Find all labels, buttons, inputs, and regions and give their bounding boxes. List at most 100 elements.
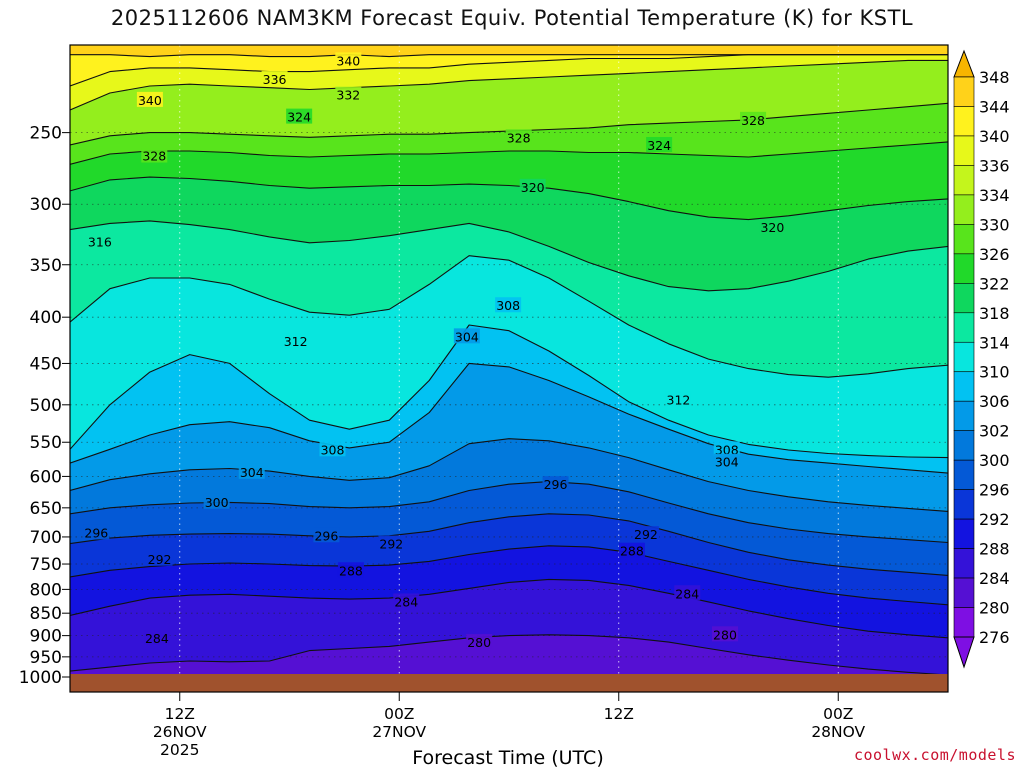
contour-label-bg (713, 441, 740, 457)
contour-label: 292 (378, 535, 405, 552)
contour-label: 308 (713, 441, 740, 457)
contour-label-text: 296 (544, 477, 568, 492)
contour-label-text: 296 (314, 528, 338, 543)
contour-label-text: 308 (321, 442, 345, 457)
contour-label-text: 292 (634, 527, 658, 542)
contour-label-text: 292 (379, 537, 403, 552)
contour-label-bg (143, 629, 170, 645)
contour-label-bg (453, 328, 480, 344)
y-tick-label: 750 (30, 555, 62, 575)
colorbar-label: 280 (979, 599, 1010, 618)
contour-label-bg (505, 129, 532, 145)
colorbar: 348 344 340 336 334 330 326 322 318 314 310 306 302 3… (953, 49, 1010, 669)
x-axis-label: Forecast Time (UTC) (412, 747, 603, 768)
contour-label-text: 336 (263, 72, 287, 87)
colorbar-box (953, 312, 975, 343)
contour-label-bg (393, 593, 420, 609)
contour-label-text: 328 (507, 130, 531, 145)
field-band-280 (70, 634, 948, 677)
contour-label: 304 (453, 328, 480, 344)
colorbar-label: 344 (979, 97, 1010, 116)
contour-label: 328 (505, 129, 532, 145)
contour-label-text: 288 (620, 544, 644, 559)
colorbar-box (953, 194, 975, 225)
contour-label: 280 (711, 626, 738, 642)
contour-label: 340 (136, 91, 163, 108)
contour-label: 296 (313, 527, 340, 543)
colorbar-box (953, 76, 975, 107)
colorbar-label: 334 (979, 186, 1010, 205)
contour-label: 328 (141, 147, 168, 164)
contour-label-text: 296 (84, 525, 108, 540)
contour-label: 320 (519, 178, 546, 195)
colorbar-box (953, 489, 975, 520)
contour-label-bg (495, 297, 522, 313)
x-tick-label: 2025 (160, 741, 199, 759)
chart-title: 2025112606 NAM3KM Forecast Equiv. Potent… (110, 6, 914, 30)
contour-label-bg (378, 535, 405, 551)
colorbar-box (953, 459, 975, 490)
contour-line-292 (70, 513, 948, 576)
x-tick-label: 27NOV (372, 723, 426, 741)
colorbar-box (953, 165, 975, 196)
x-tick-label: 28NOV (811, 723, 865, 741)
contour-label-bg (674, 585, 701, 601)
colorbar-box (953, 548, 975, 579)
contour-line-336 (70, 54, 948, 87)
colorbar-label: 322 (979, 274, 1010, 293)
contour-label-bg (618, 542, 645, 558)
colorbar-label: 318 (979, 304, 1010, 323)
y-tick-label: 250 (30, 124, 62, 144)
contour-label-bg (146, 550, 173, 566)
contour-label-bg (83, 524, 110, 540)
y-tick-label: 850 (30, 604, 62, 624)
y-tick-label: 450 (30, 354, 62, 374)
y-axis: 250 300 350 400 450 500 550 600 650 700 750 800 850 9… (19, 124, 70, 688)
contour-line-312 (70, 255, 948, 378)
contour-label: 312 (282, 332, 309, 349)
colorbar-extend-top (953, 49, 975, 78)
colorbar-box (953, 400, 975, 431)
colorbar-label: 302 (979, 422, 1010, 441)
contour-line-320 (70, 176, 948, 221)
contour-label: 308 (319, 441, 346, 457)
contour-label-bg (286, 108, 313, 124)
colorbar-box (953, 371, 975, 402)
contour-label: 340 (335, 52, 362, 68)
contour-label: 336 (261, 70, 288, 87)
colorbar-label: 300 (979, 451, 1010, 470)
colorbar-box (953, 253, 975, 284)
colorbar-box (953, 341, 975, 373)
contour-label-text: 292 (148, 552, 172, 567)
contour-label: 308 (495, 297, 522, 313)
plot-border (69, 44, 949, 693)
contour-label-text: 308 (715, 442, 739, 457)
contour-label-text: 312 (284, 334, 308, 349)
contour-label-bg (337, 562, 364, 578)
contour-label-bg (646, 136, 673, 152)
contour-label-bg (238, 463, 265, 479)
x-tick-label: 00Z (384, 705, 414, 723)
colorbar-label: 340 (979, 127, 1010, 146)
ground-strip (70, 674, 948, 692)
contour-label-text: 328 (741, 113, 765, 128)
y-tick-label: 900 (30, 627, 62, 647)
contour-label-text: 304 (240, 465, 264, 480)
contour-label-text: 324 (647, 138, 671, 153)
plot-frame (69, 44, 949, 693)
contour-label-bg (519, 178, 546, 194)
contour-label-text: 320 (760, 220, 784, 235)
colorbar-label: 336 (979, 156, 1010, 175)
y-tick-label: 700 (30, 528, 62, 548)
colorbar-label: 284 (979, 569, 1010, 588)
contour-line-300 (70, 438, 948, 512)
contour-label: 280 (466, 634, 493, 650)
contour-label-bg (542, 476, 569, 492)
contour-label-text: 288 (339, 563, 363, 578)
y-tick-label: 600 (30, 467, 62, 487)
colorbar-label: 306 (979, 392, 1010, 411)
contour-label-text: 284 (675, 586, 699, 601)
contour-label-bg (759, 219, 786, 235)
y-tick-label: 650 (30, 499, 62, 519)
